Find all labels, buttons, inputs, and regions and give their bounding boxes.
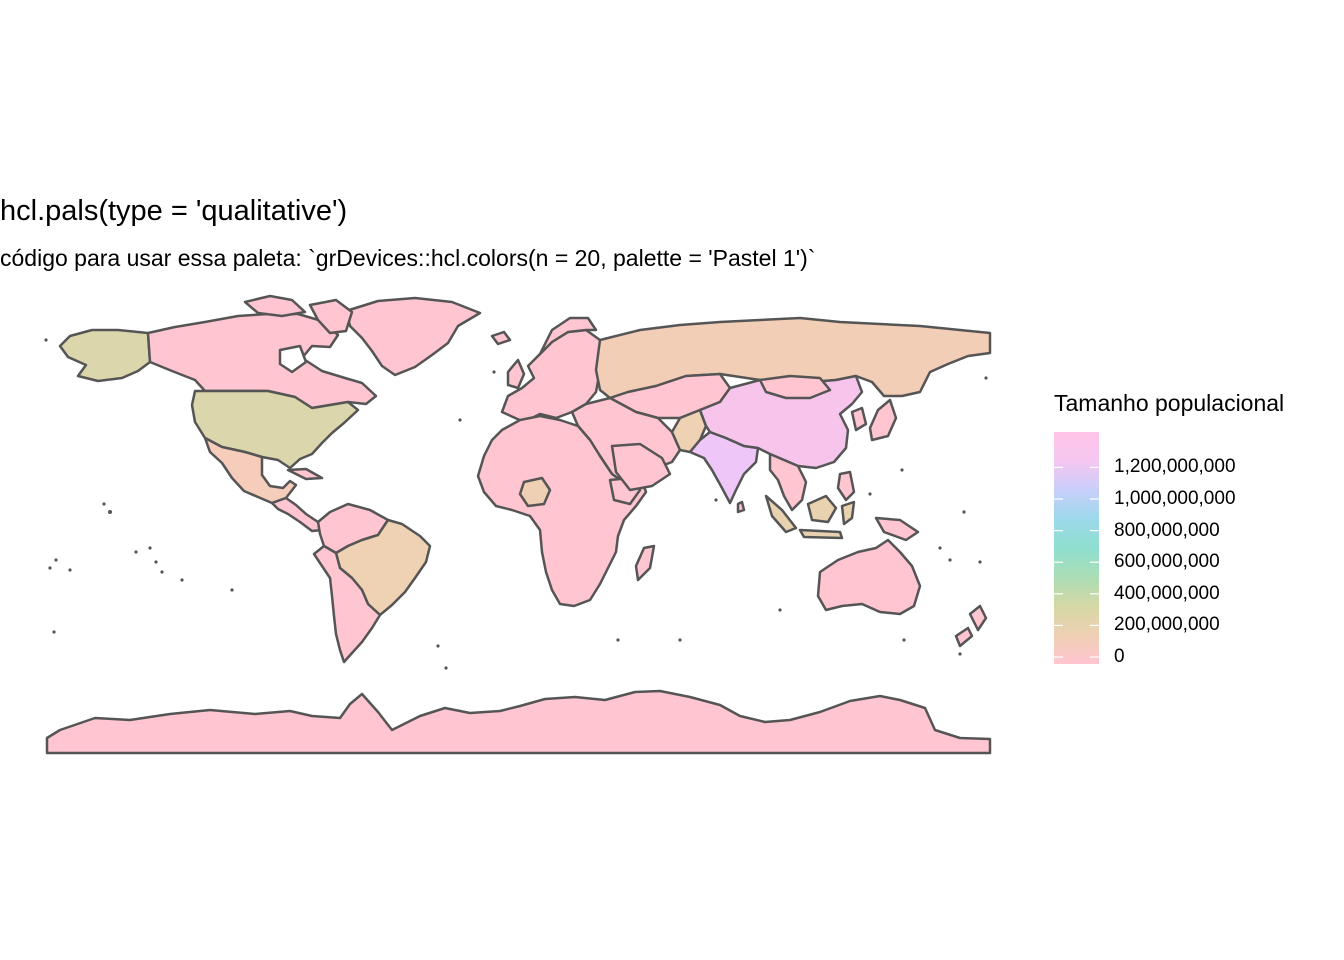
region-new-guinea (874, 516, 920, 542)
legend-colorbar (1054, 432, 1099, 664)
region-nigeria (518, 476, 552, 508)
region-korea (850, 406, 868, 432)
region-south-west-america (312, 544, 382, 664)
region-caribbean (286, 467, 324, 481)
region-greenland (344, 296, 482, 377)
legend-label: 600,000,000 (1114, 551, 1220, 573)
region-new-zealand-south (954, 626, 974, 648)
region-southeast-asia (768, 452, 808, 512)
region-japan (868, 398, 898, 442)
region-australia (816, 538, 922, 616)
region-iceland (490, 330, 512, 346)
legend-label: 200,000,000 (1114, 614, 1220, 636)
region-indonesia-sulawesi (840, 500, 856, 526)
region-antarctica (45, 689, 992, 755)
legend-label: 1,000,000,000 (1114, 488, 1236, 509)
region-philippines (836, 470, 856, 502)
region-china (698, 374, 864, 470)
plot-subtitle: código para usar essa paleta: `grDevices… (0, 245, 816, 271)
region-mexico (203, 436, 298, 505)
region-alaska (58, 328, 152, 383)
legend-label: 0 (1114, 646, 1125, 668)
region-europe (500, 328, 602, 424)
legend-label: 800,000,000 (1114, 519, 1220, 541)
legend-label: 400,000,000 (1114, 582, 1220, 604)
region-africa (476, 414, 648, 608)
region-indonesia-java (798, 528, 844, 540)
legend-title: Tamanho populacional (1054, 390, 1285, 416)
region-sri-lanka (736, 500, 746, 514)
small-islands (44, 338, 988, 670)
region-arabia (610, 442, 672, 492)
region-baffin-island (308, 298, 354, 335)
region-scandinavia (538, 316, 598, 356)
region-indonesia (764, 494, 798, 534)
region-arctic-islands (243, 294, 307, 318)
region-indonesia-borneo (806, 494, 838, 524)
region-new-zealand (968, 604, 988, 632)
region-central-america (270, 496, 324, 533)
region-mongolia (758, 374, 832, 400)
region-hudson-bay (278, 344, 308, 374)
region-uk (506, 358, 526, 390)
legend: Tamanho populacional 1,200,000,000 1,000… (1054, 387, 1344, 677)
region-madagascar (634, 544, 656, 582)
plot-title: hcl.pals(type = 'qualitative') (0, 195, 348, 227)
legend-label: 1,200,000,000 (1114, 456, 1236, 478)
